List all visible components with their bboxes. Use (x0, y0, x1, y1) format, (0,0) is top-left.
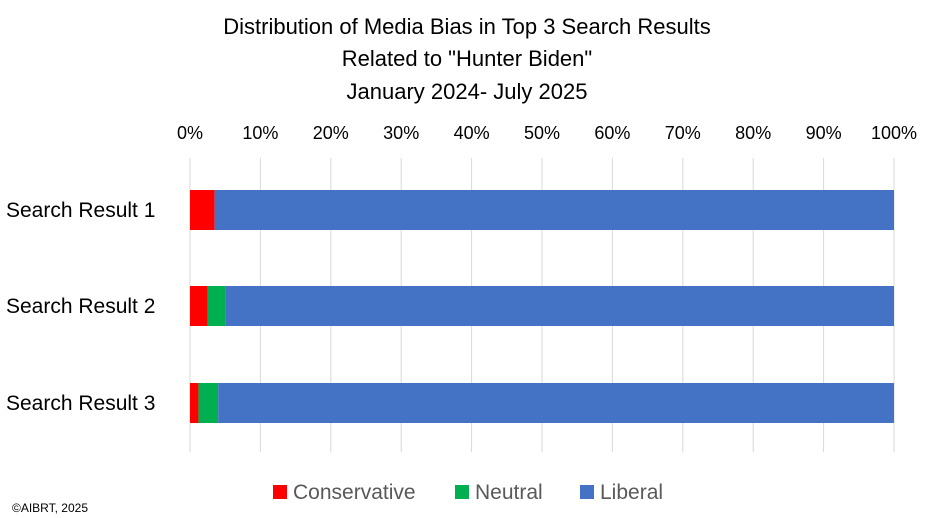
x-axis-tick-labels: 0% 10% 20% 30% 40% 50% 60% 70% 80% 90% 100% (177, 123, 917, 143)
legend-label-neutral: Neutral (475, 481, 543, 504)
category-labels: Search Result 1 Search Result 2 Search Res… (6, 199, 155, 415)
x-tick-label: 80% (735, 123, 771, 143)
bar-conservative-2 (190, 286, 208, 326)
bar-conservative-1 (190, 190, 215, 230)
bars (190, 190, 894, 423)
chart-title-line-2: Related to "Hunter Biden" (342, 46, 592, 71)
category-label: Search Result 1 (6, 199, 155, 222)
legend-swatch-neutral (455, 485, 469, 499)
x-tick-label: 100% (871, 123, 917, 143)
category-label: Search Result 3 (6, 392, 155, 415)
x-tick-label: 30% (383, 123, 419, 143)
x-tick-label: 40% (454, 123, 490, 143)
x-tick-label: 50% (524, 123, 560, 143)
bar-neutral-3 (198, 383, 219, 423)
legend: Conservative Neutral Liberal (273, 481, 663, 504)
category-label: Search Result 2 (6, 295, 155, 318)
bar-neutral-2 (207, 286, 226, 326)
x-tick-label: 90% (806, 123, 842, 143)
bar-conservative-3 (190, 383, 199, 423)
legend-label-conservative: Conservative (293, 481, 416, 504)
legend-swatch-conservative (273, 485, 287, 499)
x-tick-label: 0% (177, 123, 203, 143)
x-tick-label: 70% (665, 123, 701, 143)
chart-title-line-3: January 2024- July 2025 (347, 79, 588, 104)
bar-liberal-2 (225, 286, 894, 326)
legend-label-liberal: Liberal (600, 481, 663, 504)
bar-liberal-1 (214, 190, 894, 230)
x-tick-label: 20% (313, 123, 349, 143)
copyright-note: ©AIBRT, 2025 (12, 501, 88, 515)
chart-title: Distribution of Media Bias in Top 3 Sear… (223, 14, 711, 104)
chart-title-line-1: Distribution of Media Bias in Top 3 Sear… (223, 14, 711, 39)
bar-liberal-3 (218, 383, 894, 423)
legend-swatch-liberal (580, 485, 594, 499)
x-tick-label: 10% (242, 123, 278, 143)
x-tick-label: 60% (594, 123, 630, 143)
